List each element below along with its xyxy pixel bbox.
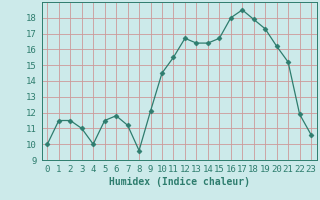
X-axis label: Humidex (Indice chaleur): Humidex (Indice chaleur) — [109, 177, 250, 187]
